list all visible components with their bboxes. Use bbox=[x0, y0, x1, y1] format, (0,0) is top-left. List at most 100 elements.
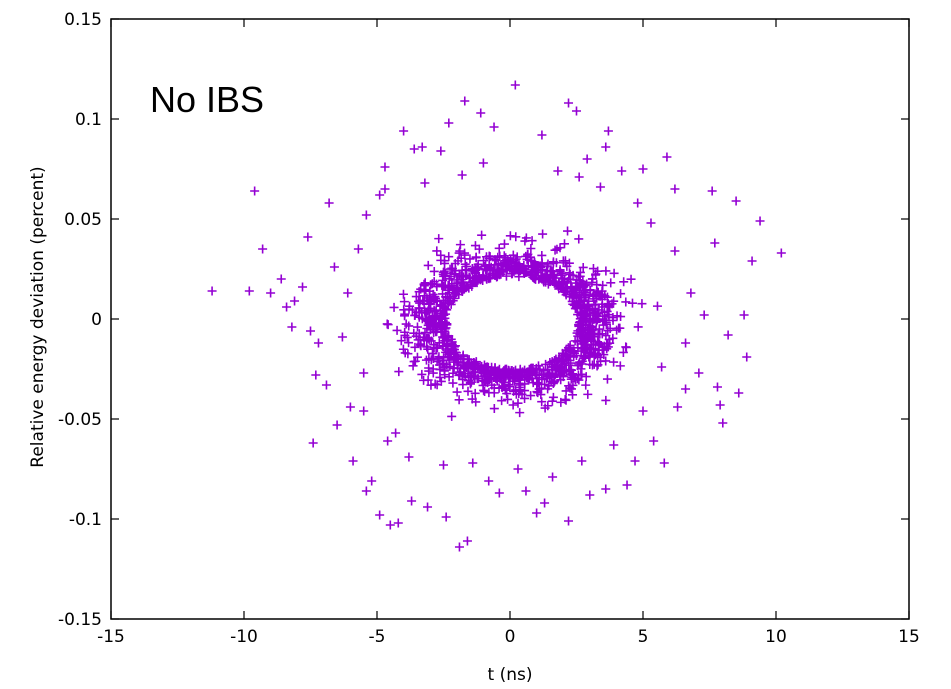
data-point bbox=[637, 299, 647, 309]
data-point bbox=[380, 184, 390, 194]
data-point bbox=[399, 305, 409, 315]
data-point bbox=[609, 357, 619, 367]
data-point bbox=[313, 338, 323, 348]
data-point bbox=[417, 142, 427, 152]
data-point bbox=[419, 281, 429, 291]
data-point bbox=[559, 239, 569, 249]
data-point bbox=[412, 322, 422, 332]
data-point bbox=[576, 311, 586, 321]
data-point bbox=[601, 266, 611, 276]
data-point bbox=[545, 358, 555, 368]
data-point bbox=[548, 258, 558, 268]
data-point bbox=[431, 279, 441, 289]
data-point bbox=[572, 106, 581, 116]
data-point bbox=[577, 456, 587, 466]
data-point bbox=[428, 353, 438, 363]
data-point bbox=[465, 254, 475, 264]
data-point bbox=[464, 357, 474, 367]
data-point bbox=[420, 328, 430, 338]
data-point bbox=[290, 296, 300, 306]
data-point bbox=[538, 229, 548, 239]
data-point bbox=[474, 244, 484, 254]
data-point bbox=[514, 382, 524, 392]
data-point bbox=[598, 316, 608, 326]
data-point bbox=[565, 383, 575, 393]
data-point bbox=[436, 146, 446, 156]
data-point bbox=[581, 380, 591, 390]
data-point bbox=[392, 325, 402, 335]
data-point bbox=[399, 126, 409, 136]
data-point bbox=[287, 322, 297, 332]
data-point bbox=[424, 334, 434, 344]
data-point bbox=[460, 96, 470, 106]
data-point bbox=[447, 411, 457, 421]
data-point bbox=[501, 253, 511, 263]
data-point bbox=[554, 354, 564, 364]
data-point bbox=[431, 313, 441, 323]
data-point bbox=[359, 368, 369, 378]
data-point bbox=[578, 329, 588, 339]
data-point bbox=[484, 260, 494, 270]
data-point bbox=[468, 458, 478, 468]
data-point bbox=[616, 289, 626, 299]
data-point bbox=[602, 374, 612, 384]
data-point bbox=[707, 186, 717, 196]
data-point bbox=[424, 366, 434, 376]
data-point bbox=[590, 304, 600, 314]
data-point bbox=[437, 308, 447, 318]
data-point bbox=[489, 404, 499, 414]
data-point bbox=[448, 368, 458, 378]
data-point bbox=[563, 226, 573, 236]
data-point bbox=[311, 370, 321, 380]
data-point bbox=[587, 277, 597, 287]
data-point bbox=[396, 336, 406, 346]
data-point bbox=[444, 297, 454, 307]
data-point bbox=[450, 352, 460, 362]
data-point bbox=[550, 245, 560, 255]
data-point bbox=[454, 271, 464, 281]
data-point bbox=[443, 346, 453, 356]
data-point bbox=[467, 394, 477, 404]
data-point bbox=[638, 164, 648, 174]
data-point bbox=[454, 370, 464, 380]
data-point bbox=[566, 374, 576, 384]
data-point bbox=[609, 296, 619, 306]
data-point bbox=[438, 275, 448, 285]
data-point bbox=[626, 274, 636, 284]
data-point bbox=[436, 250, 446, 260]
data-point bbox=[454, 395, 464, 405]
data-point bbox=[581, 309, 591, 319]
data-point bbox=[440, 258, 450, 268]
data-point bbox=[564, 516, 574, 526]
data-point bbox=[438, 289, 448, 299]
y-tick-label: 0.05 bbox=[64, 210, 102, 230]
data-point bbox=[646, 218, 656, 228]
data-point bbox=[324, 198, 334, 208]
data-point bbox=[755, 216, 765, 226]
data-point bbox=[579, 282, 589, 292]
data-point bbox=[548, 472, 558, 482]
data-point bbox=[527, 271, 537, 281]
data-point bbox=[521, 251, 531, 261]
data-point bbox=[434, 234, 444, 244]
data-point bbox=[570, 336, 580, 346]
data-point bbox=[439, 460, 448, 470]
data-point bbox=[410, 356, 420, 366]
data-point bbox=[583, 343, 593, 353]
data-point bbox=[492, 375, 502, 385]
data-point bbox=[419, 299, 429, 309]
data-point bbox=[475, 364, 485, 374]
data-point bbox=[573, 298, 583, 308]
data-point bbox=[601, 331, 611, 341]
x-axis-label: t (ns) bbox=[488, 665, 533, 685]
data-point bbox=[391, 428, 401, 438]
data-point bbox=[410, 342, 420, 352]
data-point bbox=[427, 349, 437, 359]
data-point bbox=[520, 236, 530, 246]
data-point bbox=[431, 343, 441, 353]
data-point bbox=[595, 182, 605, 192]
data-point bbox=[622, 480, 632, 490]
data-point bbox=[407, 496, 417, 506]
data-point bbox=[566, 384, 576, 394]
data-point bbox=[463, 386, 473, 396]
